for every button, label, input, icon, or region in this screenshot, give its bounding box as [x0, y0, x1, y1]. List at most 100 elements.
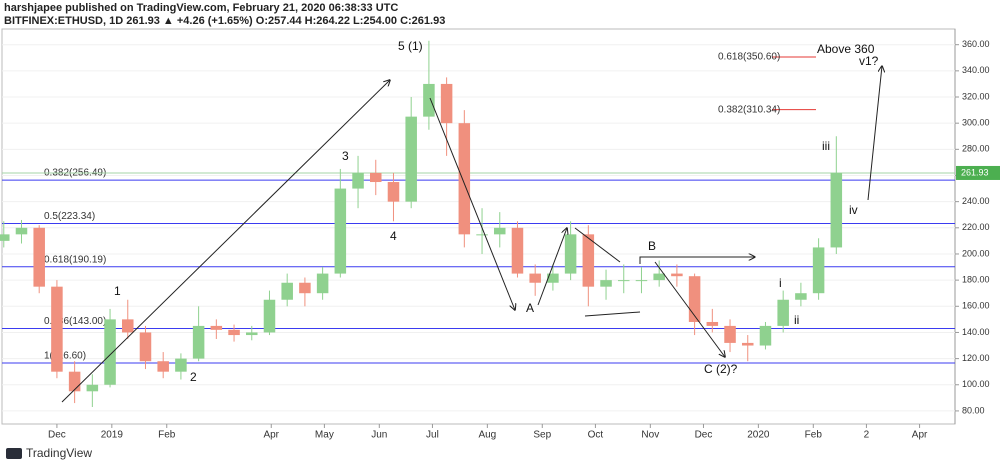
- wave-label: B: [648, 239, 656, 253]
- x-tick-label: Apr: [263, 430, 279, 441]
- y-tick-label: 80.00: [962, 405, 985, 415]
- candle-body: [777, 299, 789, 326]
- candle-body: [476, 234, 488, 236]
- x-tick-label: Oct: [588, 430, 604, 441]
- last-price-label: 261.93: [961, 167, 989, 177]
- y-tick-label: 300.00: [962, 118, 990, 128]
- wave-label: 1: [114, 284, 121, 298]
- candle-body: [370, 172, 382, 183]
- x-tick-label: May: [315, 430, 334, 441]
- logo: [6, 448, 22, 459]
- candle-body: [68, 371, 81, 392]
- x-tick-label: 2019: [101, 430, 124, 441]
- wave-label: i: [779, 276, 782, 290]
- candle-body: [33, 227, 45, 287]
- line: [584, 311, 641, 317]
- candle-body: [688, 276, 701, 322]
- y-tick-label: 100.00: [962, 379, 990, 389]
- y-tick-label: 180.00: [962, 275, 990, 285]
- candle-body: [86, 384, 99, 392]
- y-tick-label: 140.00: [962, 327, 990, 337]
- candle-body: [493, 227, 506, 235]
- x-tick-label: Jul: [426, 430, 439, 441]
- y-tick-label: 360.00: [962, 39, 990, 49]
- candle-body: [352, 172, 364, 189]
- wave-label: ii: [794, 313, 799, 327]
- candle-body: [192, 325, 205, 359]
- candle-body: [795, 293, 807, 300]
- wave-label: 2: [190, 370, 197, 384]
- x-tick-label: Aug: [478, 430, 496, 441]
- y-tick-label: 340.00: [962, 65, 990, 75]
- candle-body: [210, 325, 223, 330]
- candle-body: [51, 286, 63, 372]
- wave-label: A: [526, 301, 534, 315]
- candle-body: [387, 182, 400, 202]
- y-tick-label: 200.00: [962, 248, 990, 258]
- fib-label: 0.5(223.34): [44, 211, 95, 222]
- wave-drawings: [61, 66, 882, 403]
- wave-label: C (2)?: [704, 362, 738, 376]
- candle-body: [228, 329, 240, 336]
- candle-body: [529, 273, 541, 283]
- x-tick-label: Nov: [641, 430, 659, 441]
- y-tick-label: 240.00: [962, 196, 990, 206]
- candle-body: [104, 319, 116, 385]
- candle-body: [440, 83, 453, 124]
- candle-body: [316, 273, 329, 294]
- wave-label: iv: [849, 203, 858, 217]
- candle-body: [122, 319, 134, 333]
- arrow: [867, 66, 882, 201]
- candle-body: [582, 234, 595, 287]
- wave-label: 4: [390, 229, 397, 243]
- y-tick-label: 280.00: [962, 144, 990, 154]
- candle-body: [671, 273, 683, 277]
- wave-label: Above 360: [817, 42, 875, 56]
- y-tick-label: 160.00: [962, 301, 990, 311]
- candle-body: [635, 280, 648, 282]
- symbol: BITFINEX:ETHUSD, 1D 261.93 ▲ +4.26 (+1.6…: [4, 15, 445, 27]
- y-tick-label: 120.00: [962, 353, 990, 363]
- candle-body: [157, 361, 169, 372]
- candle-body: [299, 282, 311, 294]
- candle-body: [423, 83, 435, 117]
- candle-body: [653, 273, 665, 281]
- x-tick-label: Sep: [533, 430, 551, 441]
- candle-body: [706, 321, 719, 326]
- wave-label: iii: [822, 139, 830, 153]
- line: [574, 227, 621, 263]
- candle-body: [246, 332, 258, 336]
- target-label: 0.382(310.34): [718, 104, 780, 115]
- arrow: [639, 257, 755, 264]
- candle-body: [759, 325, 772, 346]
- wave-label: 3: [342, 149, 349, 163]
- target-label: 0.618(350.60): [718, 52, 780, 63]
- x-tick-label: Feb: [805, 430, 823, 441]
- y-tick-label: 220.00: [962, 222, 990, 232]
- footer: TradingView: [26, 446, 92, 460]
- candle-body: [139, 332, 152, 362]
- candle-body: [564, 234, 577, 274]
- plot-frame: [1, 28, 956, 425]
- candle-body: [830, 172, 843, 248]
- candle-body: [724, 325, 736, 343]
- x-tick-label: 2020: [747, 430, 770, 441]
- x-tick-label: Jun: [371, 430, 387, 441]
- arrow: [654, 261, 725, 357]
- x-tick-label: Apr: [912, 430, 928, 441]
- publisher: harshjapee published on TradingView.com,…: [4, 2, 398, 14]
- x-tick-label: Dec: [48, 430, 66, 441]
- candle-body: [281, 282, 293, 300]
- candle-body: [0, 234, 10, 241]
- fib-label: 1(116.60): [44, 351, 86, 362]
- x-tick-label: Feb: [158, 430, 176, 441]
- candle-body: [617, 280, 630, 282]
- arrow: [429, 97, 515, 310]
- candle-body: [741, 342, 754, 346]
- candle-body: [334, 188, 347, 274]
- candle-body: [15, 227, 28, 235]
- y-tick-label: 320.00: [962, 91, 990, 101]
- x-tick-label: 2: [864, 430, 870, 441]
- candle-body: [547, 273, 559, 283]
